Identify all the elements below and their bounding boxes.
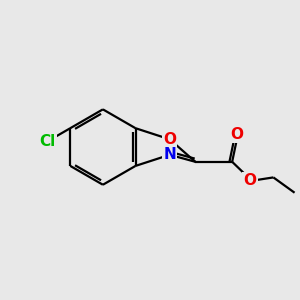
Text: N: N — [163, 147, 176, 162]
Text: Cl: Cl — [39, 134, 56, 149]
Text: O: O — [230, 127, 243, 142]
Text: O: O — [243, 173, 256, 188]
Text: O: O — [163, 132, 176, 147]
